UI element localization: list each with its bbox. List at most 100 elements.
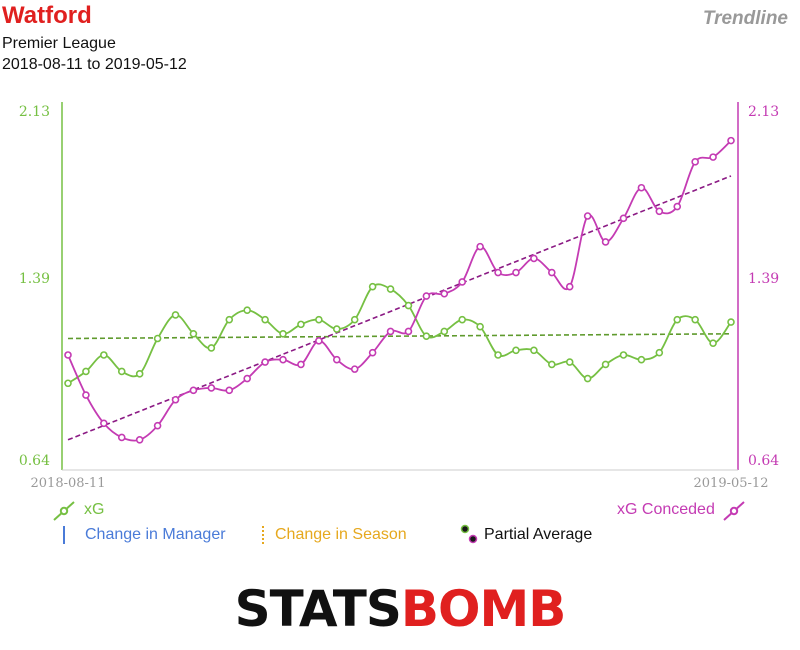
xg-conceded-point-7 xyxy=(171,395,180,404)
xg-point-27 xyxy=(530,346,538,355)
y-tick-left-mid: 1.39 xyxy=(19,271,50,287)
y-tick-right-top: 2.13 xyxy=(748,104,779,120)
xg-conceded-point-5 xyxy=(135,435,144,444)
xg-point-35 xyxy=(673,315,682,324)
xg-conceded-point-36 xyxy=(691,158,699,166)
xg-conceded-point-34 xyxy=(655,207,664,216)
xg-conceded-point-31 xyxy=(601,238,610,246)
xg-point-36 xyxy=(691,315,699,324)
xg-conceded-point-35 xyxy=(673,202,682,211)
xg-conceded-point-24 xyxy=(476,242,484,251)
xg-point-18 xyxy=(368,282,377,291)
xg-conceded-point-22 xyxy=(440,289,449,298)
xg-conceded-point-10 xyxy=(225,386,234,395)
xg-conceded-point-37 xyxy=(709,153,717,161)
y-tick-right-mid: 1.39 xyxy=(748,271,779,287)
xg-point-10 xyxy=(225,315,234,324)
xg-point-26 xyxy=(512,346,520,355)
legend-change-in-season[interactable]: Change in Season xyxy=(275,526,407,543)
y-tick-right-bottom: 0.64 xyxy=(748,453,779,469)
xg-conceded-point-8 xyxy=(189,386,198,395)
xg-conceded-point-18 xyxy=(368,348,377,357)
xg-conceded-point-2 xyxy=(82,391,90,399)
xg-conceded-point-38 xyxy=(727,136,735,145)
xg-point-28 xyxy=(548,360,556,369)
xg-point-32 xyxy=(619,351,628,359)
xg-conceded-point-6 xyxy=(153,421,162,430)
xg-point-34 xyxy=(655,348,664,357)
xg-point-11 xyxy=(243,306,251,315)
xg-point-16 xyxy=(332,325,341,333)
xg-point-33 xyxy=(637,355,646,364)
xg-point-38 xyxy=(727,318,735,326)
xg-point-7 xyxy=(171,311,180,319)
xg-point-37 xyxy=(709,339,717,348)
xg-conceded-point-20 xyxy=(404,327,413,336)
xg-point-17 xyxy=(350,315,359,324)
xg-conceded-legend-icon[interactable] xyxy=(722,500,748,522)
competition-label: Premier League xyxy=(2,35,116,52)
xg-point-8 xyxy=(189,329,198,338)
xg-point-23 xyxy=(458,315,467,324)
partial-average-legend-icon xyxy=(460,524,478,544)
xg-point-14 xyxy=(297,320,305,329)
xg-legend-icon[interactable] xyxy=(52,500,78,522)
xg-trendline xyxy=(67,332,732,340)
legend-xg[interactable]: xG xyxy=(84,501,105,518)
xg-point-25 xyxy=(494,351,502,359)
xg-conceded-point-14 xyxy=(297,360,305,369)
xg-conceded-point-9 xyxy=(207,384,216,392)
xg-point-29 xyxy=(565,358,574,366)
legend-xg-conceded[interactable]: xG Conceded xyxy=(617,501,715,518)
view-mode-label[interactable]: Trendline xyxy=(702,8,788,29)
xg-point-30 xyxy=(583,374,592,383)
manager-change-legend-icon xyxy=(63,526,65,544)
statsbomb-logo: STATSBOMB xyxy=(234,580,567,638)
xg-conceded-point-19 xyxy=(386,327,395,336)
xg-conceded-point-32 xyxy=(619,214,628,223)
xg-point-13 xyxy=(279,329,287,338)
season-change-legend-icon xyxy=(262,526,264,544)
xg-conceded-point-28 xyxy=(548,268,556,277)
x-tick-end: 2019-05-12 xyxy=(694,476,769,491)
xg-conceded-point-17 xyxy=(350,365,359,373)
xg-conceded-point-3 xyxy=(100,419,108,428)
xg-conceded-series-line xyxy=(67,139,732,442)
y-tick-left-bottom: 0.64 xyxy=(19,453,50,469)
xg-point-6 xyxy=(153,334,162,343)
xg-conceded-point-27 xyxy=(530,254,538,263)
xg-conceded-point-11 xyxy=(243,374,251,383)
xg-point-3 xyxy=(100,351,108,359)
y-tick-left-top: 2.13 xyxy=(19,104,50,120)
team-name: Watford xyxy=(2,2,92,29)
xg-conceded-point-23 xyxy=(458,278,467,286)
xg-conceded-point-33 xyxy=(637,183,646,192)
xg-conceded-point-1 xyxy=(64,351,72,359)
xg-conceded-point-26 xyxy=(512,268,520,277)
xg-point-21 xyxy=(422,332,431,340)
xg-point-2 xyxy=(82,367,90,376)
xg-conceded-point-30 xyxy=(583,212,592,220)
xg-conceded-trendline xyxy=(67,175,732,441)
date-range: 2018-08-11 to 2019-05-12 xyxy=(2,56,187,73)
xg-point-15 xyxy=(315,315,323,324)
xg-point-4 xyxy=(117,367,126,376)
xg-point-20 xyxy=(404,301,413,310)
xg-point-24 xyxy=(476,322,484,331)
xg-conceded-point-13 xyxy=(279,355,287,364)
xg-point-19 xyxy=(386,285,395,293)
xg-conceded-point-4 xyxy=(117,433,126,442)
xg-point-5 xyxy=(135,370,144,378)
legend-partial-average[interactable]: Partial Average xyxy=(484,526,593,543)
legend-change-in-manager[interactable]: Change in Manager xyxy=(85,526,226,543)
xg-conceded-point-21 xyxy=(422,292,431,300)
x-tick-start: 2018-08-11 xyxy=(31,476,106,491)
xg-point-31 xyxy=(601,360,610,369)
xg-point-1 xyxy=(64,379,72,388)
xg-point-22 xyxy=(440,327,449,336)
xg-point-12 xyxy=(261,315,269,324)
xg-conceded-point-12 xyxy=(261,358,269,366)
plot-area xyxy=(64,136,735,444)
xg-conceded-point-15 xyxy=(315,337,323,345)
